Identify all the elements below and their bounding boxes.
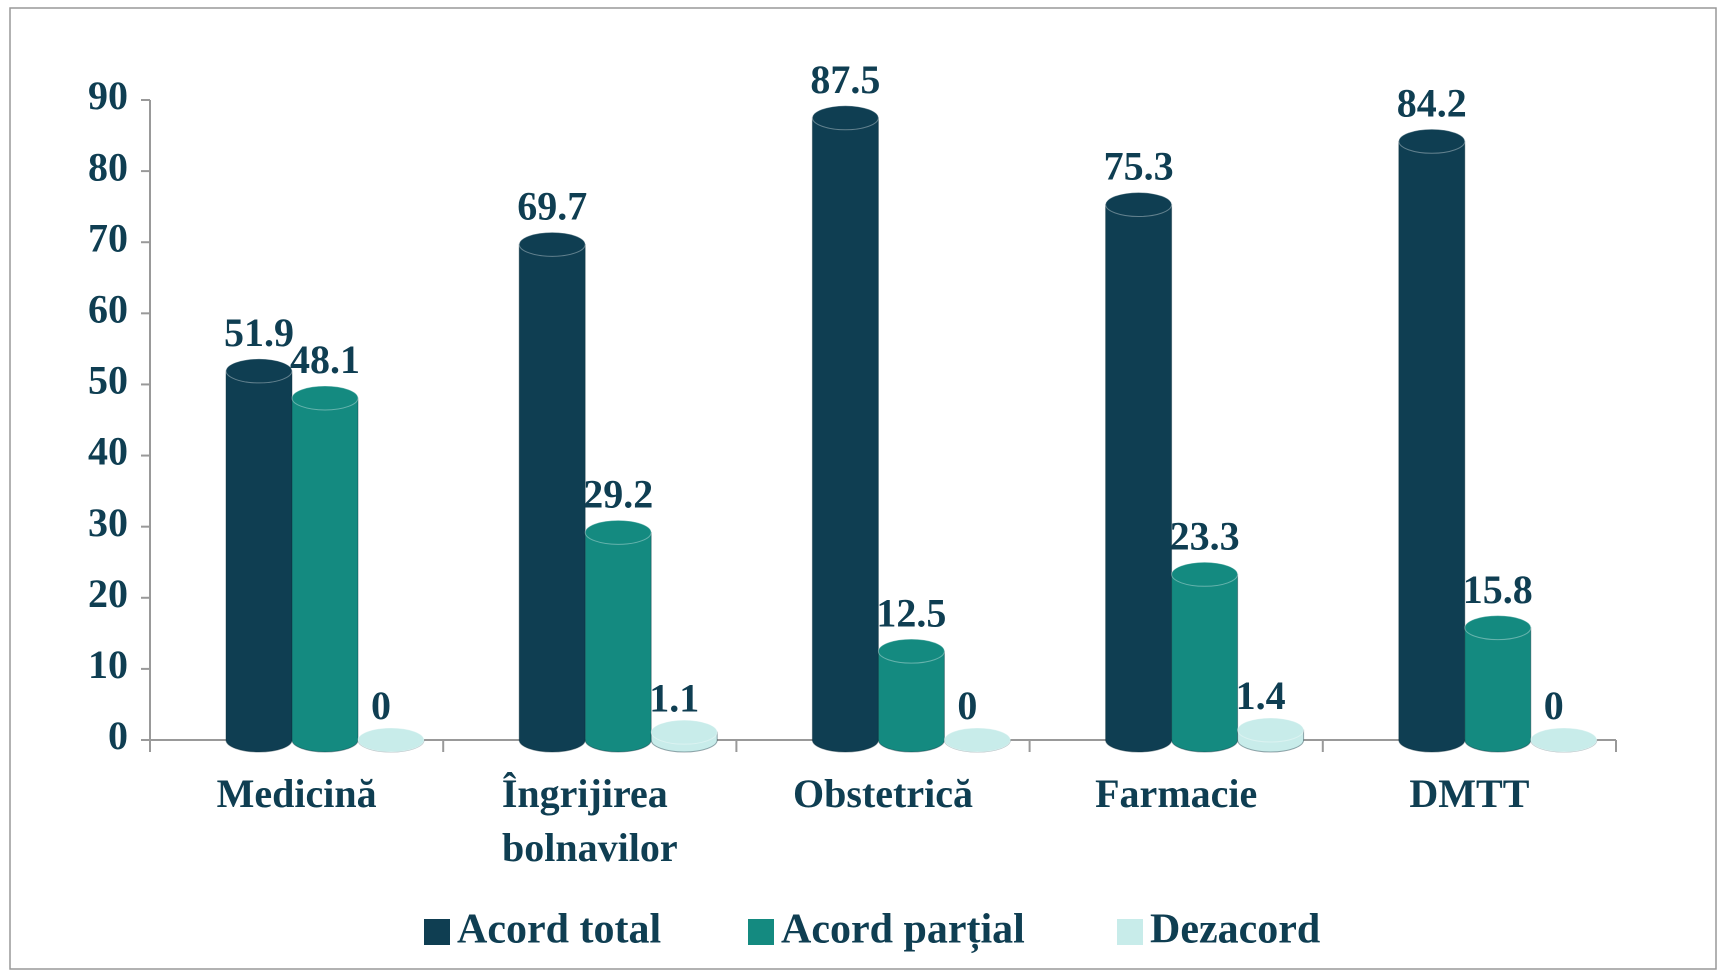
y-tick-label: 60 <box>88 287 128 332</box>
bar-top <box>1530 727 1598 753</box>
y-tick-label: 20 <box>88 571 128 616</box>
bar-top <box>357 727 425 753</box>
y-tick-label: 80 <box>88 144 128 189</box>
legend-swatch <box>748 919 774 945</box>
data-label: 15.8 <box>1463 567 1533 612</box>
bar-top <box>225 358 293 384</box>
data-label: 48.1 <box>290 337 360 382</box>
data-label: 1.1 <box>649 675 699 720</box>
bar <box>811 105 879 753</box>
bar-top <box>650 719 718 745</box>
bar-body <box>291 397 359 753</box>
bar <box>518 231 586 753</box>
bar-body <box>1398 140 1466 753</box>
bar-top <box>1237 717 1305 743</box>
bar-top <box>877 638 945 664</box>
x-tick-label: DMTT <box>1409 771 1529 816</box>
legend-label: Acord parțial <box>781 907 1025 954</box>
bar <box>943 727 1011 753</box>
bar-top <box>943 727 1011 753</box>
bar <box>225 358 293 753</box>
bar <box>1105 192 1173 753</box>
legend-swatch <box>424 919 450 945</box>
bar <box>1171 561 1239 753</box>
data-label: 0 <box>957 683 977 728</box>
y-tick-label: 30 <box>88 500 128 545</box>
bar <box>1530 727 1598 753</box>
bar-body <box>1105 204 1173 753</box>
bar <box>1398 128 1466 753</box>
bar-top <box>1464 615 1532 641</box>
bar-top <box>584 519 652 545</box>
data-label: 1.4 <box>1236 673 1286 718</box>
bar-top <box>1105 192 1173 218</box>
bar-body <box>225 370 293 753</box>
bar-top <box>291 385 359 411</box>
bar-body <box>811 117 879 753</box>
bar-top <box>1171 561 1239 587</box>
data-label: 12.5 <box>876 590 946 635</box>
bar <box>1464 615 1532 753</box>
bar <box>877 638 945 753</box>
x-tick-label: Obstetrică <box>793 771 973 816</box>
bar-top <box>1398 128 1466 154</box>
bar-body <box>1464 627 1532 753</box>
bar-body <box>877 650 945 753</box>
data-label: 84.2 <box>1397 80 1467 125</box>
data-label: 0 <box>371 683 391 728</box>
y-tick-label: 0 <box>108 713 128 758</box>
data-label: 69.7 <box>517 184 587 229</box>
data-label: 51.9 <box>224 310 294 355</box>
frame <box>9 7 1717 970</box>
y-tick-label: 70 <box>88 215 128 260</box>
data-label: 75.3 <box>1104 144 1174 189</box>
legend-label: Dezacord <box>1150 907 1320 953</box>
bar-body <box>518 243 586 753</box>
bar-body <box>584 531 652 753</box>
legend-label: Acord total <box>457 907 661 953</box>
y-tick-label: 40 <box>88 429 128 474</box>
legend-swatch <box>1117 919 1143 945</box>
bar-top <box>811 105 879 131</box>
data-label: 87.5 <box>810 57 880 102</box>
bar <box>357 727 425 753</box>
bar <box>584 519 652 753</box>
y-tick-label: 10 <box>88 642 128 687</box>
data-label: 0 <box>1544 683 1564 728</box>
x-tick-label: Medicină <box>217 771 377 816</box>
bar <box>291 385 359 753</box>
y-tick-label: 90 <box>88 73 128 118</box>
bar <box>650 719 718 753</box>
bar-body <box>1171 573 1239 753</box>
x-tick-label: Farmacie <box>1095 771 1257 816</box>
bar-top <box>518 231 586 257</box>
data-label: 23.3 <box>1170 513 1240 558</box>
bar <box>1237 717 1305 753</box>
y-tick-label: 50 <box>88 358 128 403</box>
data-label: 29.2 <box>583 472 653 517</box>
x-tick-label: Îngrijirea bolnavilor <box>502 771 678 870</box>
